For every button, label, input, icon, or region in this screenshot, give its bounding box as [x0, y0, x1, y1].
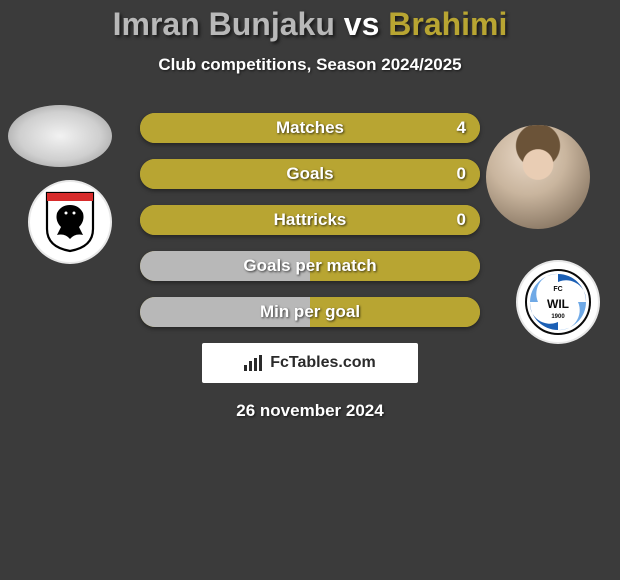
stat-bar-row: Min per goal: [140, 297, 480, 327]
stat-bar-row: Goals per match: [140, 251, 480, 281]
stat-bar-row: Hattricks0: [140, 205, 480, 235]
bar-label: Matches: [140, 113, 480, 143]
bar-label: Min per goal: [140, 297, 480, 327]
title-vs: vs: [344, 6, 380, 42]
comparison-infographic: Imran Bunjaku vs Brahimi Club competitio…: [0, 0, 620, 421]
bar-label: Hattricks: [140, 205, 480, 235]
eagle-shield-icon: [43, 191, 97, 253]
bar-label: Goals per match: [140, 251, 480, 281]
stat-bars: Matches4Goals0Hattricks0Goals per matchM…: [140, 113, 480, 327]
page-title: Imran Bunjaku vs Brahimi: [0, 6, 620, 43]
date-text: 26 november 2024: [0, 401, 620, 421]
blue-swirl-icon: FC WIL 1900: [524, 268, 592, 336]
player2-club-badge: FC WIL 1900: [516, 260, 600, 344]
stat-bar-row: Matches4: [140, 113, 480, 143]
branding-box: FcTables.com: [202, 343, 418, 383]
bars-icon: [244, 355, 264, 371]
player1-club-badge: [28, 180, 112, 264]
bar-value: 0: [457, 205, 466, 235]
branding-text: FcTables.com: [270, 354, 376, 372]
bar-label: Goals: [140, 159, 480, 189]
title-player2: Brahimi: [388, 6, 507, 42]
player1-avatar: [8, 105, 112, 167]
svg-text:WIL: WIL: [547, 297, 569, 311]
bar-value: 4: [457, 113, 466, 143]
stat-bar-row: Goals0: [140, 159, 480, 189]
player2-avatar: [486, 125, 590, 229]
svg-text:1900: 1900: [551, 314, 565, 320]
svg-text:FC: FC: [553, 286, 562, 293]
bar-value: 0: [457, 159, 466, 189]
subtitle: Club competitions, Season 2024/2025: [0, 55, 620, 75]
title-player1: Imran Bunjaku: [113, 6, 335, 42]
